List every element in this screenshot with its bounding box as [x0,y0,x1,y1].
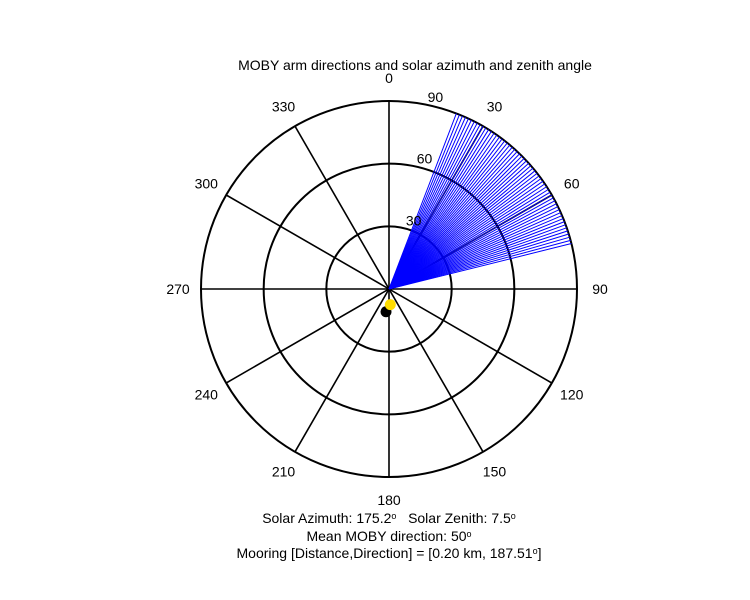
moby-arm-line-2 [388,115,463,290]
degree-symbol: o [532,546,538,556]
moby-arm-line-7 [388,122,478,290]
angle-tick-label: 330 [272,98,296,114]
chart-title: MOBY arm directions and solar azimuth an… [238,57,592,73]
moby-arm-line-48 [388,221,565,290]
sun-marker [384,299,396,311]
moby-arm-line-35 [388,183,546,290]
moby-arm-line-47 [388,218,564,290]
moby-arm-line-46 [388,215,563,290]
angle-tick-label: 210 [272,464,296,480]
moby-arm-line-10 [388,127,487,290]
moby-arm-line-55 [388,243,572,290]
moby-arm-line-12 [388,131,492,290]
angle-tick-label: 120 [560,386,584,402]
moby-arm-line-13 [388,132,495,290]
solar-zenith-text: Solar Zenith: 7.5 [408,510,511,526]
moby-arm-line-26 [388,160,527,290]
degree-symbol: o [510,511,516,521]
angle-tick-label: 60 [564,176,580,192]
angle-tick-label: 270 [166,281,190,297]
mooring-text-end: ] [537,545,542,561]
solar-azimuth-text: Solar Azimuth: 175.2 [262,510,392,526]
moby-arm-line-22 [388,151,518,290]
moby-arm-line-1 [388,114,460,290]
moby-arm-line-34 [388,180,544,290]
moby-arm-line-16 [388,138,503,290]
moby-arm-line-18 [388,142,508,290]
angle-tick-label: 150 [483,464,507,480]
angle-tick-label: 300 [195,176,219,192]
moby-arm-line-19 [388,144,511,290]
moby-arm-line-50 [388,227,567,290]
moby-arm-line-11 [388,129,490,290]
moby-arm-line-32 [388,175,540,290]
moby-arm-line-4 [388,118,469,290]
moby-arm-line-24 [388,155,523,290]
moby-arm-line-53 [388,236,570,290]
moby-arm-line-0 [388,113,457,290]
mooring-text: Mooring [Distance,Direction] = [0.20 km,… [236,545,533,561]
moby-arm-line-31 [388,172,538,290]
moby-arm-line-43 [388,206,559,290]
moby-arm-line-45 [388,212,561,290]
moby-arm-line-6 [388,121,475,290]
moby-arm-line-8 [388,124,481,290]
axis-labels: 0 30 60 90 120 150 180 210 240 270 300 330 30 60 90 [166,70,608,508]
moby-arm-line-28 [388,165,532,290]
moby-arm-line-29 [388,167,534,290]
moby-arm-line-38 [388,191,551,290]
moby-arm-line-17 [388,140,506,290]
solar-info-line: Solar Azimuth: 175.2o Solar Zenith: 7.5o [0,508,750,527]
moby-arm-line-51 [388,230,568,290]
angle-tick-label: 90 [592,281,608,297]
moby-arm-line-39 [388,194,553,290]
mean-direction-line: Mean MOBY direction: 50o [0,526,750,545]
moby-arm-line-37 [388,188,549,290]
moby-arm-line-44 [388,209,560,290]
moby-arm-line-42 [388,203,557,290]
angle-tick-label: 30 [487,98,503,114]
angle-tick-label: 180 [377,492,401,508]
angle-tick-label: 0 [385,70,393,86]
moby-arm-line-27 [388,162,530,290]
angle-tick-label: 240 [195,386,219,402]
zenith-tick-label: 60 [417,151,433,167]
moby-arm-line-41 [388,200,556,290]
moby-arm-line-49 [388,224,566,290]
moby-arm-line-36 [388,186,547,290]
mean-direction-text: Mean MOBY direction: 50 [306,528,467,544]
moby-arm-line-9 [388,125,484,290]
mooring-line: Mooring [Distance,Direction] = [0.20 km,… [0,543,750,562]
moby-arm-line-3 [388,117,466,290]
moby-arm-line-54 [388,239,571,290]
moby-arm-directions [388,113,572,290]
moby-arm-line-5 [388,119,472,290]
zenith-tick-label: 30 [406,212,422,228]
degree-symbol: o [391,511,397,521]
degree-symbol: o [466,529,472,539]
moby-arm-line-23 [388,153,520,290]
markers [380,299,396,318]
moby-arm-line-30 [388,170,536,290]
moby-arm-line-52 [388,233,569,290]
moby-arm-line-40 [388,197,554,290]
moby-arm-line-33 [388,178,542,290]
moby-arm-line-25 [388,158,525,290]
zenith-tick-label: 90 [428,89,444,105]
moby-arm-line-14 [388,134,498,290]
moby-arm-line-20 [388,146,513,290]
moby-arm-line-15 [388,136,500,290]
moby-arm-line-21 [388,148,516,290]
